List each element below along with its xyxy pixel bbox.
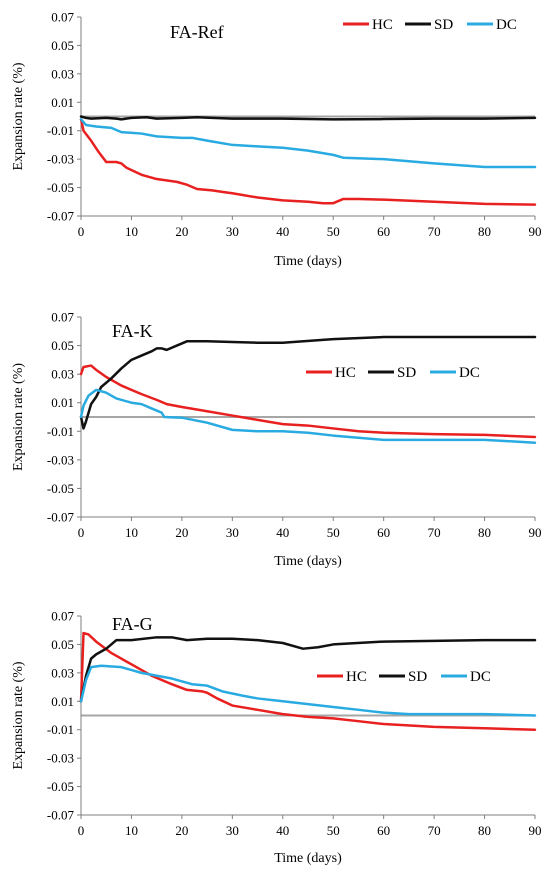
x-tick-label: 40 (276, 525, 289, 540)
y-tick-label: 0.01 (51, 95, 74, 110)
x-tick-label: 70 (428, 224, 441, 239)
legend: HC SD DC (343, 17, 517, 33)
chart-title: FA-K (112, 321, 153, 341)
y-tick-label: 0.05 (51, 637, 74, 652)
x-axis-title: Time (days) (274, 554, 342, 569)
x-tick-label: 40 (276, 224, 289, 239)
chart-title: FA-Ref (170, 22, 224, 42)
x-tick-label: 30 (226, 224, 239, 239)
y-tick-label: 0.03 (51, 66, 74, 81)
y-tick-label: -0.01 (47, 722, 74, 737)
x-tick-label: 60 (377, 224, 390, 239)
x-tick-label: 10 (125, 823, 138, 838)
x-tick-label: 50 (327, 525, 340, 540)
y-tick-label: 0.03 (51, 665, 74, 680)
y-tick-label: -0.07 (47, 808, 75, 823)
chart-fa-g: 0.07 0.05 0.03 0.01 -0.01 -0.03 -0.05 -0.070 10 2… (11, 609, 542, 867)
series-line-hc (79, 364, 537, 439)
series-line-hc (79, 631, 537, 731)
x-tick-label: 70 (428, 823, 441, 838)
y-tick-label: -0.01 (47, 424, 74, 439)
x-tick-label: 80 (478, 823, 491, 838)
series-line-sd (79, 335, 537, 430)
x-tick-label: 60 (377, 823, 390, 838)
legend-label-hc: HC (372, 17, 393, 33)
legend-label-sd: SD (434, 17, 453, 33)
y-tick-label: -0.07 (47, 510, 75, 525)
x-tick-label: 50 (327, 224, 340, 239)
legend-label-dc: DC (496, 17, 517, 33)
legend-label-hc: HC (346, 669, 367, 685)
series-line-sd (79, 115, 537, 121)
chart-fa-ref: 0.07 0.05 0.03 0.01 -0.01 -0.03 -0.05 -0.070 10 2… (11, 10, 542, 270)
series-line-dc (79, 118, 537, 169)
y-tick-label: 0.07 (51, 310, 74, 325)
x-tick-label: 20 (175, 525, 188, 540)
y-tick-label: 0.07 (51, 609, 74, 624)
x-tick-label: 30 (226, 823, 239, 838)
x-axis-title: Time (days) (274, 254, 342, 269)
legend-label-sd: SD (397, 365, 416, 381)
x-tick-label: 40 (276, 823, 289, 838)
x-axis-title: Time (days) (274, 851, 342, 866)
x-tick-label: 0 (78, 224, 85, 239)
series-line-dc (79, 664, 537, 717)
y-tick-label: 0.05 (51, 338, 74, 353)
legend-label-hc: HC (335, 365, 356, 381)
series-line-hc (79, 118, 537, 206)
x-tick-label: 90 (529, 823, 542, 838)
legend: HC SD DC (317, 669, 491, 685)
legend-label-dc: DC (470, 669, 491, 685)
y-tick-label: -0.01 (47, 123, 74, 138)
series-line-dc (79, 388, 537, 444)
legend: HC SD DC (306, 365, 480, 381)
x-tick-label: 50 (327, 823, 340, 838)
y-axis-title: Expansion rate (%) (11, 363, 26, 471)
y-tick-label: -0.03 (47, 452, 74, 467)
y-axis-title: Expansion rate (%) (11, 62, 26, 170)
x-tick-label: 70 (428, 525, 441, 540)
x-tick-label: 90 (529, 224, 542, 239)
series-line-sd (79, 636, 537, 703)
y-tick-label: -0.05 (47, 180, 74, 195)
x-tick-label: 20 (175, 224, 188, 239)
legend-label-dc: DC (459, 365, 480, 381)
y-tick-label: 0.01 (51, 694, 74, 709)
y-tick-label: -0.05 (47, 779, 74, 794)
x-tick-label: 60 (377, 525, 390, 540)
y-tick-label: 0.01 (51, 395, 74, 410)
y-tick-label: 0.05 (51, 38, 74, 53)
y-tick-label: -0.03 (47, 152, 74, 167)
y-axis-title: Expansion rate (%) (11, 661, 26, 769)
legend-label-sd: SD (408, 669, 427, 685)
y-tick-label: -0.07 (47, 209, 75, 224)
x-tick-label: 0 (78, 823, 85, 838)
y-tick-label: -0.05 (47, 481, 74, 496)
x-tick-label: 30 (226, 525, 239, 540)
x-tick-label: 10 (125, 525, 138, 540)
x-tick-label: 80 (478, 224, 491, 239)
x-tick-label: 0 (78, 525, 85, 540)
y-tick-label: -0.03 (47, 751, 74, 766)
x-tick-label: 90 (529, 525, 542, 540)
y-tick-label: 0.03 (51, 367, 74, 382)
y-tick-label: 0.07 (51, 10, 74, 25)
x-tick-label: 20 (175, 823, 188, 838)
chart-fa-k: 0.07 0.05 0.03 0.01 -0.01 -0.03 -0.05 -0.070 10 2… (11, 310, 542, 570)
x-tick-label: 80 (478, 525, 491, 540)
x-tick-label: 10 (125, 224, 138, 239)
chart-title: FA-G (112, 614, 153, 634)
